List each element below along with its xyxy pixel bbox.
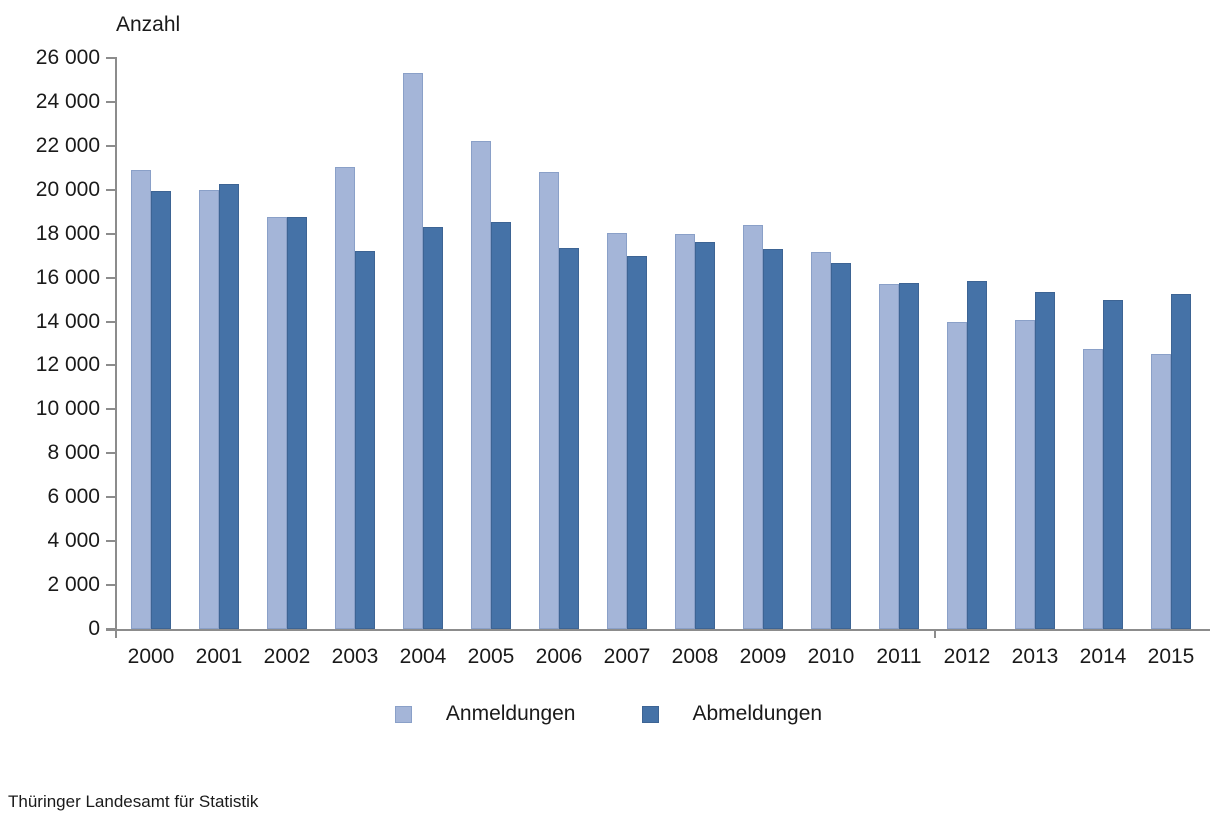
y-tick-label: 10 000 bbox=[35, 397, 100, 421]
x-label-2009: 2009 bbox=[739, 645, 787, 668]
legend-label-anmeldungen: Anmeldungen bbox=[445, 702, 576, 725]
x-label-2015: 2015 bbox=[1147, 645, 1195, 668]
bar-anmeldungen-2001 bbox=[199, 190, 219, 629]
bar-anmeldungen-2011 bbox=[879, 284, 899, 629]
y-tick bbox=[106, 188, 115, 191]
x-label-2010: 2010 bbox=[807, 645, 855, 668]
x-label-2003: 2003 bbox=[331, 645, 379, 668]
x-label-2000: 2000 bbox=[127, 645, 175, 668]
legend-item-anmeldungen: Anmeldungen bbox=[394, 702, 576, 726]
y-tick-label: 2 000 bbox=[47, 573, 100, 597]
y-axis-line bbox=[115, 57, 117, 638]
y-tick-label: 6 000 bbox=[47, 485, 100, 509]
bar-abmeldungen-2007 bbox=[627, 256, 647, 629]
bar-anmeldungen-2008 bbox=[675, 234, 695, 629]
bar-abmeldungen-2003 bbox=[355, 251, 375, 629]
y-tick-label: 22 000 bbox=[35, 133, 100, 157]
bar-abmeldungen-2009 bbox=[763, 249, 783, 629]
bar-anmeldungen-2003 bbox=[335, 167, 355, 629]
bar-abmeldungen-2013 bbox=[1035, 292, 1055, 629]
y-tick-label: 0 bbox=[88, 617, 100, 640]
bar-anmeldungen-2005 bbox=[471, 141, 491, 629]
x-label-2006: 2006 bbox=[535, 645, 583, 668]
bar-anmeldungen-2004 bbox=[403, 73, 423, 629]
x-label-2007: 2007 bbox=[603, 645, 651, 668]
x-label-2011: 2011 bbox=[876, 645, 922, 668]
bar-abmeldungen-2002 bbox=[287, 217, 307, 629]
y-tick-label: 14 000 bbox=[35, 309, 100, 333]
y-tick bbox=[106, 540, 115, 543]
x-label-2002: 2002 bbox=[263, 645, 311, 668]
y-tick bbox=[106, 320, 115, 323]
bar-anmeldungen-2002 bbox=[267, 217, 287, 629]
x-label-2004: 2004 bbox=[399, 645, 447, 668]
bar-abmeldungen-2014 bbox=[1103, 300, 1123, 629]
x-label-2014: 2014 bbox=[1079, 645, 1127, 668]
bar-anmeldungen-2006 bbox=[539, 172, 559, 629]
bar-anmeldungen-2010 bbox=[811, 252, 831, 629]
y-tick bbox=[106, 584, 115, 587]
x-label-2013: 2013 bbox=[1011, 645, 1059, 668]
y-tick-label: 24 000 bbox=[35, 89, 100, 113]
bar-anmeldungen-2009 bbox=[743, 225, 763, 629]
bar-anmeldungen-2012 bbox=[947, 322, 967, 629]
y-tick-label: 12 000 bbox=[35, 353, 100, 377]
bar-abmeldungen-2015 bbox=[1171, 294, 1191, 629]
y-tick-label: 4 000 bbox=[47, 529, 100, 553]
y-tick-label: 8 000 bbox=[47, 441, 100, 465]
bar-anmeldungen-2007 bbox=[607, 233, 627, 629]
source-note: Thüringer Landesamt für Statistik bbox=[8, 792, 259, 811]
y-tick bbox=[106, 100, 115, 103]
bar-abmeldungen-2012 bbox=[967, 281, 987, 629]
bar-abmeldungen-2010 bbox=[831, 263, 851, 629]
bar-anmeldungen-2013 bbox=[1015, 320, 1035, 629]
y-tick bbox=[106, 276, 115, 279]
bar-abmeldungen-2008 bbox=[695, 242, 715, 629]
y-tick bbox=[106, 57, 115, 59]
legend: Anmeldungen Abmeldungen bbox=[0, 702, 1217, 726]
y-tick-label: 26 000 bbox=[35, 46, 100, 69]
bar-abmeldungen-2000 bbox=[151, 191, 171, 629]
y-tick-label: 20 000 bbox=[35, 177, 100, 201]
legend-item-abmeldungen: Abmeldungen bbox=[641, 702, 823, 726]
y-tick bbox=[106, 452, 115, 455]
bar-abmeldungen-2011 bbox=[899, 283, 919, 629]
y-tick bbox=[106, 496, 115, 499]
x-axis-line bbox=[106, 629, 1210, 631]
x-label-2005: 2005 bbox=[467, 645, 515, 668]
bar-abmeldungen-2004 bbox=[423, 227, 443, 629]
bar-anmeldungen-2014 bbox=[1083, 349, 1103, 629]
y-tick bbox=[106, 408, 115, 411]
y-axis-title: Anzahl bbox=[116, 13, 181, 36]
bar-anmeldungen-2015 bbox=[1151, 354, 1171, 629]
y-tick bbox=[106, 144, 115, 147]
y-tick bbox=[106, 364, 115, 367]
x-label-2001: 2001 bbox=[195, 645, 243, 668]
legend-swatch-anmeldungen bbox=[394, 705, 412, 723]
bar-anmeldungen-2000 bbox=[131, 170, 151, 629]
bar-abmeldungen-2006 bbox=[559, 248, 579, 629]
x-label-2008: 2008 bbox=[671, 645, 719, 668]
bar-abmeldungen-2005 bbox=[491, 222, 511, 629]
legend-swatch-abmeldungen bbox=[641, 705, 659, 723]
x-label-2012: 2012 bbox=[943, 645, 991, 668]
legend-label-abmeldungen: Abmeldungen bbox=[692, 702, 823, 725]
y-tick-label: 16 000 bbox=[35, 265, 100, 289]
y-tick-label: 18 000 bbox=[35, 221, 100, 245]
bar-abmeldungen-2001 bbox=[219, 184, 239, 629]
y-tick bbox=[106, 232, 115, 235]
x-axis-break-tick bbox=[934, 631, 936, 638]
